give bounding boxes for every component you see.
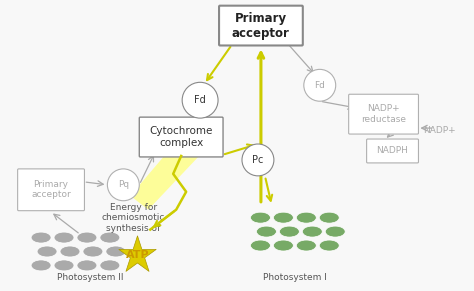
Text: Fd: Fd bbox=[194, 95, 206, 105]
Ellipse shape bbox=[302, 226, 322, 237]
Circle shape bbox=[242, 144, 274, 176]
Ellipse shape bbox=[250, 240, 270, 251]
Ellipse shape bbox=[106, 246, 126, 257]
Circle shape bbox=[304, 69, 336, 101]
Text: Pc: Pc bbox=[252, 155, 264, 165]
FancyBboxPatch shape bbox=[349, 94, 419, 134]
Point bbox=[134, 253, 141, 258]
Text: Fd: Fd bbox=[314, 81, 325, 90]
Text: NADP+: NADP+ bbox=[423, 126, 456, 134]
Ellipse shape bbox=[296, 240, 316, 251]
FancyBboxPatch shape bbox=[139, 117, 223, 157]
Ellipse shape bbox=[60, 246, 80, 257]
Ellipse shape bbox=[37, 246, 57, 257]
Text: NADP+
reductase: NADP+ reductase bbox=[361, 104, 406, 124]
Ellipse shape bbox=[31, 232, 51, 243]
Text: ATP: ATP bbox=[126, 251, 149, 260]
FancyBboxPatch shape bbox=[18, 169, 84, 211]
Ellipse shape bbox=[319, 212, 339, 223]
Ellipse shape bbox=[273, 212, 293, 223]
Ellipse shape bbox=[31, 260, 51, 271]
Ellipse shape bbox=[83, 246, 103, 257]
Ellipse shape bbox=[54, 260, 74, 271]
Ellipse shape bbox=[54, 232, 74, 243]
Ellipse shape bbox=[77, 260, 97, 271]
Circle shape bbox=[182, 82, 218, 118]
Text: Photosystem I: Photosystem I bbox=[263, 273, 327, 282]
Text: Energy for
chemiosmotic
synthesis of: Energy for chemiosmotic synthesis of bbox=[101, 203, 165, 233]
Text: Primary
acceptor: Primary acceptor bbox=[232, 12, 290, 40]
Text: NADPH: NADPH bbox=[377, 146, 409, 155]
Text: Photosystem II: Photosystem II bbox=[57, 273, 124, 282]
Ellipse shape bbox=[296, 212, 316, 223]
Ellipse shape bbox=[325, 226, 345, 237]
Ellipse shape bbox=[273, 240, 293, 251]
FancyBboxPatch shape bbox=[366, 139, 419, 163]
Polygon shape bbox=[130, 136, 200, 210]
Ellipse shape bbox=[250, 212, 270, 223]
Ellipse shape bbox=[100, 260, 120, 271]
Ellipse shape bbox=[319, 240, 339, 251]
Text: Pq: Pq bbox=[118, 180, 129, 189]
FancyBboxPatch shape bbox=[219, 6, 303, 45]
Ellipse shape bbox=[77, 232, 97, 243]
Ellipse shape bbox=[279, 226, 299, 237]
Ellipse shape bbox=[256, 226, 276, 237]
Text: Primary
acceptor: Primary acceptor bbox=[31, 180, 71, 200]
Ellipse shape bbox=[100, 232, 120, 243]
Text: Cytochrome
complex: Cytochrome complex bbox=[149, 126, 213, 148]
Circle shape bbox=[108, 169, 139, 201]
